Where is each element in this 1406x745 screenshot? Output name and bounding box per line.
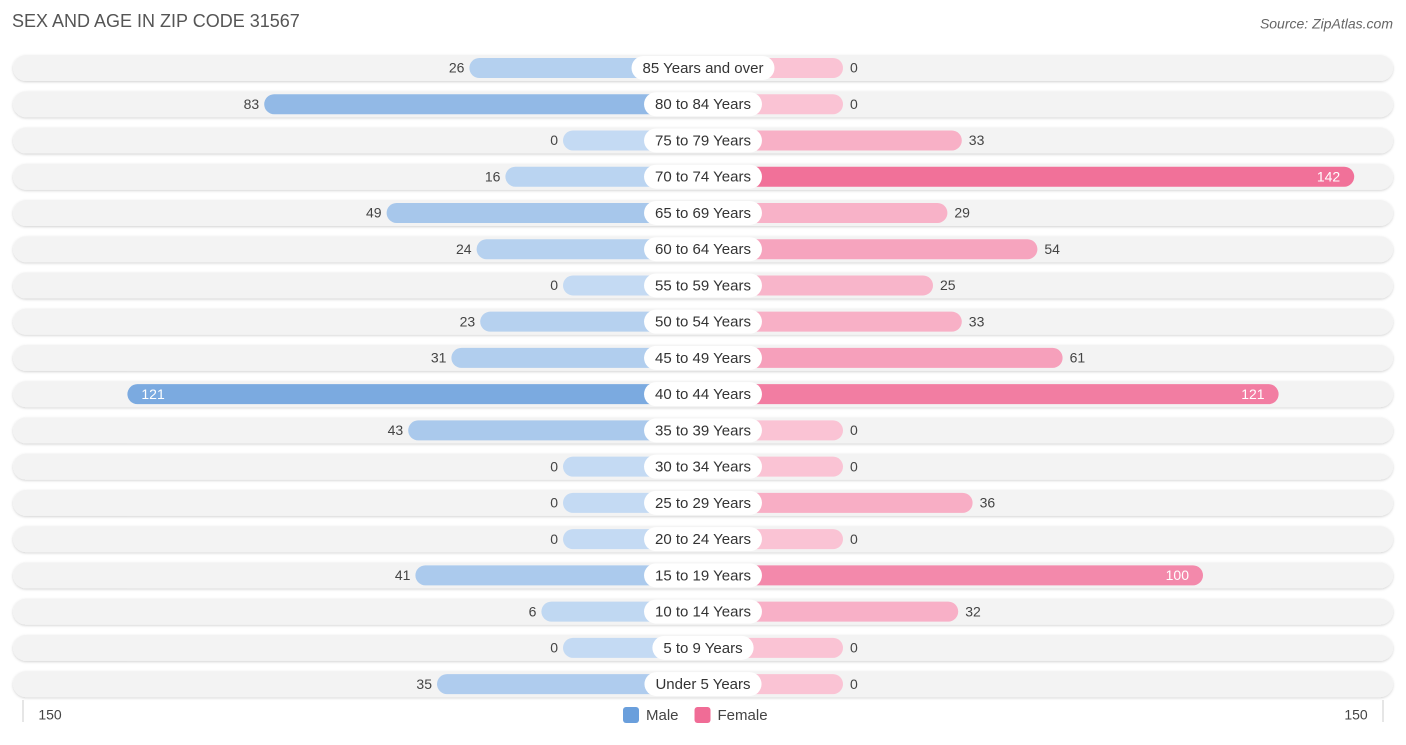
legend-swatch — [694, 707, 711, 723]
legend-label: Male — [646, 707, 679, 724]
category-pill — [644, 200, 762, 225]
category-label: 15 to 19 Years — [655, 567, 751, 584]
bar — [408, 420, 703, 441]
bar — [703, 601, 959, 622]
category-label: 70 to 74 Years — [655, 169, 751, 186]
value-label: 33 — [969, 313, 985, 329]
value-label: 43 — [388, 422, 404, 438]
bar — [451, 347, 703, 368]
bar — [703, 166, 1355, 187]
value-label: 0 — [850, 640, 858, 656]
category-pill — [644, 382, 762, 407]
category-label: 10 to 14 Years — [655, 604, 751, 621]
value-label: 142 — [1317, 168, 1341, 184]
value-label: 24 — [456, 241, 472, 257]
x-tick-label: 150 — [1344, 707, 1368, 723]
bar — [703, 202, 948, 223]
legend-label: Female — [718, 707, 768, 724]
value-label: 49 — [366, 205, 382, 221]
category-label: 25 to 29 Years — [655, 495, 751, 512]
value-label: 0 — [550, 640, 558, 656]
category-label: 85 Years and over — [643, 60, 764, 77]
bar — [703, 384, 1279, 405]
category-pill — [644, 345, 762, 370]
chart-title: SEX AND AGE IN ZIP CODE 31567 — [12, 11, 300, 31]
value-label: 83 — [244, 96, 260, 112]
category-label: 80 to 84 Years — [655, 96, 751, 113]
value-label: 0 — [550, 277, 558, 293]
bar — [703, 492, 973, 513]
x-tick-label: 150 — [38, 707, 62, 723]
bar — [386, 202, 703, 223]
category-pill — [644, 527, 762, 552]
value-label: 100 — [1166, 567, 1190, 583]
category-label: 30 to 34 Years — [655, 459, 751, 476]
bar — [703, 130, 962, 151]
value-label: 32 — [965, 603, 981, 619]
category-pill — [644, 309, 762, 334]
value-label: 121 — [1241, 386, 1265, 402]
value-label: 0 — [850, 458, 858, 474]
category-pill — [644, 563, 762, 588]
category-label: 50 to 54 Years — [655, 314, 751, 331]
value-label: 61 — [1070, 350, 1086, 366]
value-label: 33 — [969, 132, 985, 148]
category-label: 20 to 24 Years — [655, 531, 751, 548]
bar — [703, 347, 1063, 368]
legend-swatch — [623, 707, 639, 723]
bar — [264, 94, 703, 115]
category-label: 40 to 44 Years — [655, 386, 751, 403]
bar — [437, 674, 703, 695]
category-label: 60 to 64 Years — [655, 241, 751, 258]
bar — [415, 565, 703, 586]
category-pill — [644, 672, 762, 697]
category-pill — [644, 454, 762, 479]
value-label: 16 — [485, 168, 501, 184]
value-label: 31 — [431, 350, 447, 366]
value-label: 54 — [1044, 241, 1060, 257]
value-label: 35 — [416, 676, 432, 692]
value-label: 0 — [850, 96, 858, 112]
category-label: 55 to 59 Years — [655, 277, 751, 294]
value-label: 23 — [460, 313, 476, 329]
category-pill — [644, 418, 762, 443]
category-label: 45 to 49 Years — [655, 350, 751, 367]
bar — [703, 565, 1203, 586]
category-label: 75 to 79 Years — [655, 132, 751, 149]
category-pill — [652, 635, 754, 660]
value-label: 41 — [395, 567, 411, 583]
category-pill — [644, 490, 762, 515]
category-pill — [644, 164, 762, 189]
value-label: 26 — [449, 60, 465, 76]
category-label: 65 to 69 Years — [655, 205, 751, 222]
value-label: 0 — [850, 422, 858, 438]
category-pill — [644, 599, 762, 624]
bar — [703, 239, 1038, 260]
value-label: 29 — [954, 205, 970, 221]
category-label: Under 5 Years — [655, 676, 750, 693]
category-pill — [644, 273, 762, 298]
category-label: 5 to 9 Years — [663, 640, 742, 657]
category-pill — [631, 56, 775, 80]
category-label: 35 to 39 Years — [655, 422, 751, 439]
value-label: 0 — [850, 676, 858, 692]
source: Source: ZipAtlas.com — [1260, 16, 1393, 32]
value-label: 0 — [550, 495, 558, 511]
value-label: 36 — [980, 495, 996, 511]
value-label: 0 — [550, 458, 558, 474]
value-label: 0 — [550, 531, 558, 547]
bar — [127, 384, 703, 405]
bar — [703, 311, 962, 332]
value-label: 6 — [529, 603, 537, 619]
category-pill — [644, 128, 762, 153]
value-label: 0 — [550, 132, 558, 148]
value-label: 0 — [850, 531, 858, 547]
value-label: 0 — [850, 60, 858, 76]
category-pill — [644, 237, 762, 262]
category-pill — [644, 92, 762, 117]
value-label: 121 — [141, 386, 165, 402]
value-label: 25 — [940, 277, 956, 293]
